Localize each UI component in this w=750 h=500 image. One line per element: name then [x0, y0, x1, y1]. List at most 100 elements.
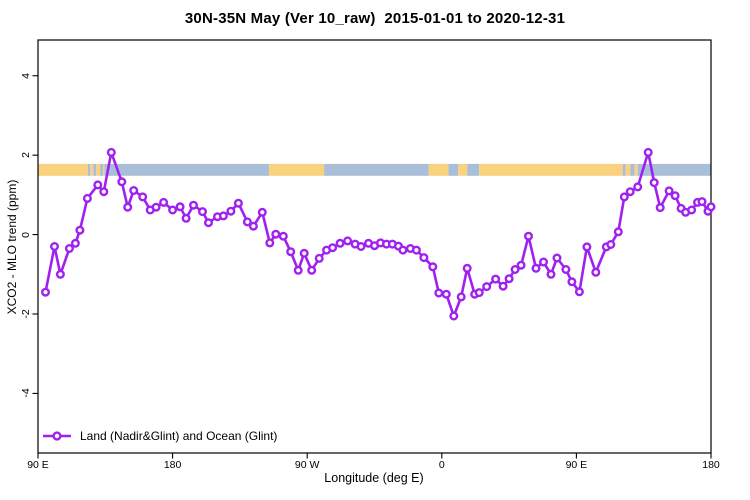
- ocean-band-segment: [637, 163, 711, 176]
- data-point: [498, 281, 508, 291]
- data-point: [257, 207, 267, 217]
- x-tick-label: 0: [438, 459, 445, 471]
- data-point: [278, 231, 288, 241]
- data-point: [168, 205, 178, 215]
- data-point: [307, 265, 317, 275]
- land-band-segment: [103, 163, 105, 176]
- data-point: [591, 267, 601, 277]
- data-point: [197, 207, 207, 217]
- data-point: [233, 198, 243, 208]
- data-point: [82, 193, 92, 203]
- data-point: [510, 265, 520, 275]
- x-tick-label: 180: [702, 459, 720, 471]
- data-point: [625, 187, 635, 197]
- land-band-segment: [269, 163, 325, 176]
- y-tick-label: 2: [20, 152, 32, 159]
- data-point: [242, 217, 252, 227]
- data-point: [41, 287, 51, 297]
- data-point: [64, 243, 74, 253]
- data-point: [687, 205, 697, 215]
- land-band-segment: [428, 163, 449, 176]
- data-point: [441, 289, 451, 299]
- land-band-segment: [96, 163, 101, 176]
- y-tick-label: 0: [20, 231, 32, 238]
- data-point: [649, 178, 659, 188]
- data-point: [706, 202, 716, 212]
- data-point: [434, 288, 444, 298]
- y-axis-title: XCO2 - MLO trend (ppm): [5, 179, 19, 315]
- legend-label: Land (Nadir&Glint) and Ocean (Glint): [80, 429, 278, 443]
- data-point: [129, 185, 139, 195]
- data-point: [175, 202, 185, 212]
- data-point: [582, 242, 592, 252]
- data-point: [106, 147, 116, 157]
- data-point: [203, 218, 213, 228]
- ocean-band-segment: [100, 163, 104, 176]
- data-point: [552, 253, 562, 263]
- land-band-segment: [90, 163, 94, 176]
- ocean-band-segment: [630, 163, 635, 176]
- data-point: [75, 225, 85, 235]
- data-point: [335, 238, 345, 248]
- legend: Land (Nadir&Glint) and Ocean (Glint): [42, 429, 277, 443]
- data-point: [449, 311, 459, 321]
- series-line: [44, 151, 713, 318]
- data-point: [428, 262, 438, 272]
- data-point: [314, 253, 324, 263]
- data-point: [411, 245, 421, 255]
- land-band-segment: [634, 163, 638, 176]
- data-point: [188, 200, 198, 210]
- data-point: [561, 265, 571, 275]
- x-axis-title: Longitude (deg E): [324, 471, 424, 485]
- data-point: [151, 202, 161, 212]
- land-band-segment: [458, 163, 468, 176]
- ocean-band-segment: [104, 163, 270, 176]
- data-point: [504, 274, 514, 284]
- data-point: [482, 282, 492, 292]
- land-band-segment: [479, 163, 623, 176]
- data-point: [265, 238, 275, 248]
- land-band-segment: [625, 163, 631, 176]
- x-tick-label: 90 W: [294, 459, 320, 471]
- ocean-band-segment: [622, 163, 626, 176]
- y-tick-label: -4: [20, 388, 32, 399]
- data-point: [55, 269, 65, 279]
- data-point: [181, 213, 191, 223]
- x-tick-label: 90 E: [565, 459, 588, 471]
- ocean-band-segment: [467, 163, 480, 176]
- data-point: [606, 239, 616, 249]
- data-point: [159, 197, 169, 207]
- ocean-band-segment: [93, 163, 97, 176]
- data-point: [697, 197, 707, 207]
- data-point: [670, 191, 680, 201]
- legend-line-marker-icon: [43, 431, 71, 441]
- data-point: [117, 177, 127, 187]
- x-tick-label: 180: [163, 459, 182, 471]
- chart-title: 30N-35N May (Ver 10_raw) 2015-01-01 to 2…: [184, 10, 566, 27]
- data-point: [293, 265, 303, 275]
- x-tick-label: 90 E: [27, 459, 49, 471]
- data-point: [613, 227, 623, 237]
- data-point: [99, 187, 109, 197]
- land-band-segment: [38, 163, 88, 176]
- data-point: [50, 241, 60, 251]
- data-point: [619, 192, 629, 202]
- ocean-band-segment: [324, 163, 429, 176]
- data-point: [531, 263, 541, 273]
- data-point: [456, 292, 466, 302]
- data-point: [574, 287, 584, 297]
- data-point: [343, 236, 353, 246]
- data-point: [356, 241, 366, 251]
- data-point: [462, 263, 472, 273]
- data-point: [643, 147, 653, 157]
- y-tick-label: -2: [20, 309, 32, 319]
- data-point: [123, 202, 133, 212]
- data-point: [93, 180, 103, 190]
- data-point: [664, 186, 674, 196]
- data-point: [299, 248, 309, 258]
- data-point: [138, 192, 148, 202]
- data-point: [474, 288, 484, 298]
- data-point: [70, 238, 80, 248]
